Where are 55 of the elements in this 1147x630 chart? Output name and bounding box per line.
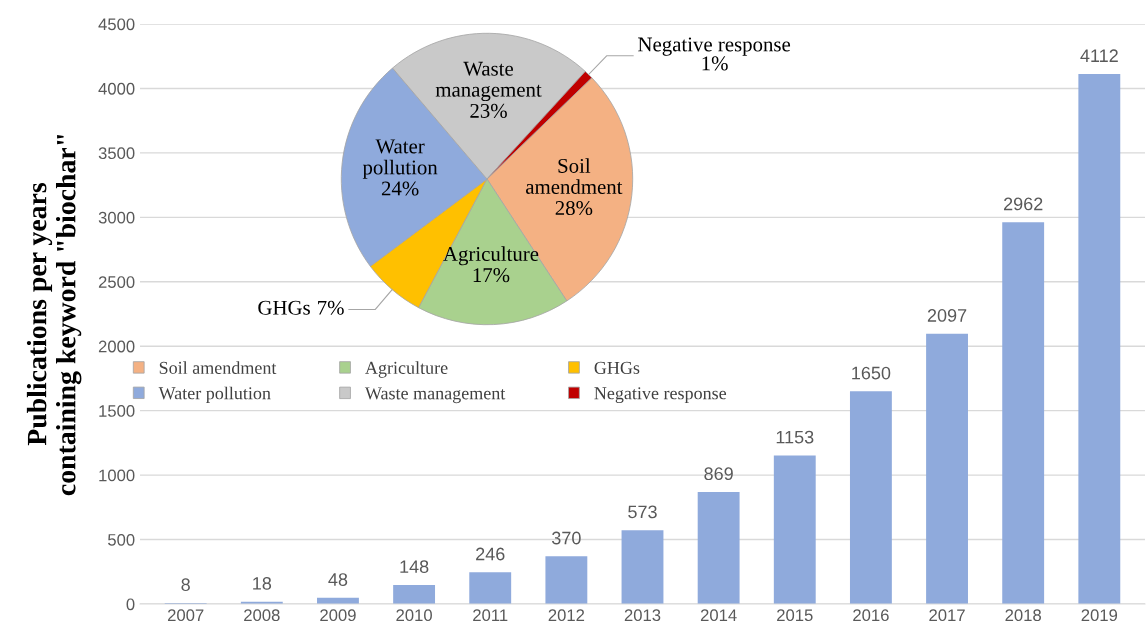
slice-label: Water pollution (362, 139, 438, 179)
y-tick-label: 0 (126, 598, 135, 611)
data-label: 1650 (852, 366, 891, 380)
y-axis-title: Publications per years containing keyword "biochar" (26, 134, 82, 496)
y-tick-label: 3000 (98, 211, 135, 224)
data-label: 1153 (776, 430, 814, 444)
legend-label: Soil amendment (159, 361, 277, 374)
data-label: 4112 (1080, 49, 1118, 62)
data-label: 17% (473, 268, 510, 283)
data-label: 1% (702, 56, 728, 71)
x-tick-label: 2013 (624, 609, 661, 622)
y-tick-label: 3500 (98, 147, 135, 160)
data-label: 8 (181, 578, 190, 592)
x-tick-label: 2016 (853, 609, 889, 622)
data-label: 246 (476, 547, 505, 561)
data-label: 28% (555, 200, 593, 216)
legend-label: Water pollution (158, 386, 271, 404)
y-tick-label: 1000 (99, 469, 135, 482)
slice-label: Soil amendment (526, 158, 623, 194)
data-label: 573 (628, 505, 657, 519)
x-tick-label: 2009 (320, 609, 356, 622)
data-label: 24% (381, 181, 419, 196)
x-tick-label: 2019 (1081, 609, 1118, 622)
data-label: 148 (400, 560, 429, 574)
legend-label: Negative response (594, 387, 727, 404)
data-label: 370 (551, 531, 581, 545)
x-tick-label: 2018 (1005, 609, 1041, 622)
y-tick-label: 500 (108, 533, 135, 546)
x-tick-label: 2014 (700, 609, 737, 622)
y-tick-label: 4500 (98, 18, 135, 31)
y-tick-label: 2500 (98, 276, 135, 288)
data-label: 869 (704, 467, 733, 481)
y-tick-label: 4000 (98, 82, 135, 95)
x-tick-label: 2007 (167, 609, 204, 622)
slice-label: Waste management (435, 61, 542, 102)
x-tick-label: 2011 (473, 609, 508, 622)
x-tick-label: 2015 (777, 609, 813, 622)
data-label: 7% (318, 300, 344, 315)
data-label: 2097 (927, 309, 967, 322)
data-label: 23% (470, 103, 507, 118)
x-tick-label: 2010 (396, 609, 432, 622)
x-tick-label: 2008 (244, 609, 280, 622)
legend-label: Agriculture (365, 361, 448, 378)
slice-label: GHGs (258, 300, 310, 315)
data-label: 48 (328, 573, 348, 586)
data-label: 18 (253, 576, 272, 590)
slice-label: Agriculture (443, 246, 539, 266)
data-label: 2962 (1004, 197, 1043, 211)
x-tick-label: 2017 (929, 609, 965, 622)
legend-label: GHGs (594, 361, 640, 374)
slice-label: Negative response (638, 37, 791, 56)
legend-label: Waste management (364, 387, 506, 404)
x-tick-label: 2012 (548, 609, 585, 622)
y-tick-label: 1500 (99, 405, 135, 417)
y-tick-label: 2000 (98, 340, 135, 353)
